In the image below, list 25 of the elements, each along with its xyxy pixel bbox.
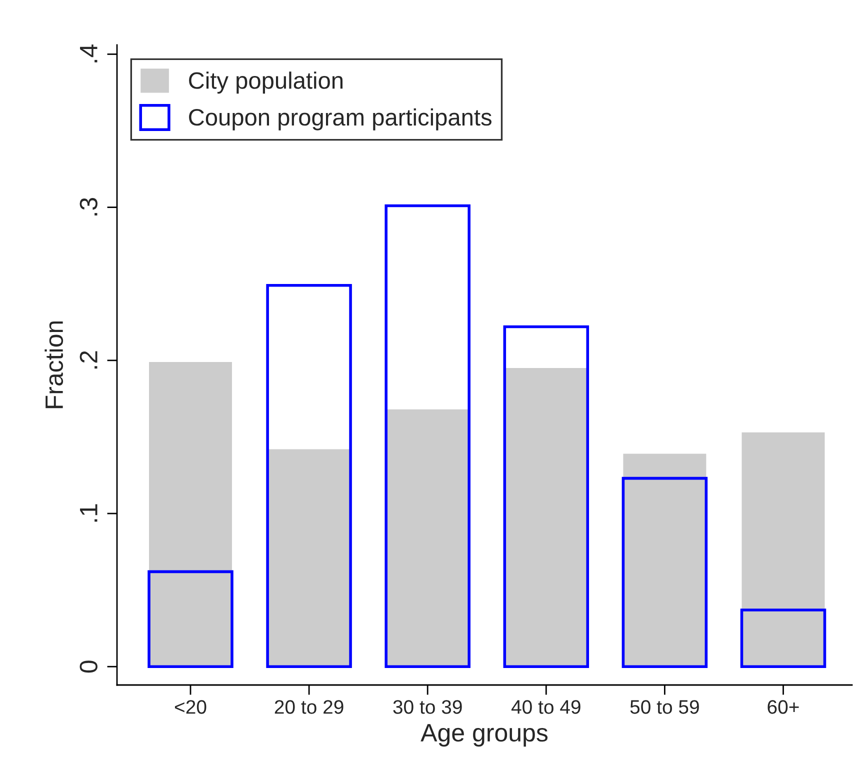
x-tick-label: 60+ xyxy=(768,700,799,714)
y-axis-title: Fraction xyxy=(44,321,64,408)
x-tick-label: <20 xyxy=(174,700,206,714)
y-tick-label: .4 xyxy=(80,44,98,62)
bar xyxy=(384,204,470,668)
x-tick-label: 30 to 39 xyxy=(393,700,462,714)
x-tick-label: 40 to 49 xyxy=(511,700,580,714)
y-tick-label: .2 xyxy=(80,351,98,369)
bar xyxy=(148,570,234,668)
bar xyxy=(268,449,351,667)
x-axis-title: Age groups xyxy=(420,724,548,747)
bar xyxy=(386,409,470,667)
bar xyxy=(740,608,826,668)
bar xyxy=(149,362,232,667)
y-tick-label: 0 xyxy=(80,660,98,673)
y-tick-label: .3 xyxy=(80,198,98,216)
bar xyxy=(742,432,825,667)
x-tick-label: 20 to 29 xyxy=(274,700,344,714)
x-tick-label: 50 to 59 xyxy=(630,700,699,714)
legend-label: City population xyxy=(189,72,342,94)
legend-label: Coupon program participants xyxy=(189,108,492,130)
bar xyxy=(266,284,352,668)
bar xyxy=(503,325,590,668)
y-tick-label: .1 xyxy=(80,504,98,522)
bar xyxy=(504,368,588,667)
